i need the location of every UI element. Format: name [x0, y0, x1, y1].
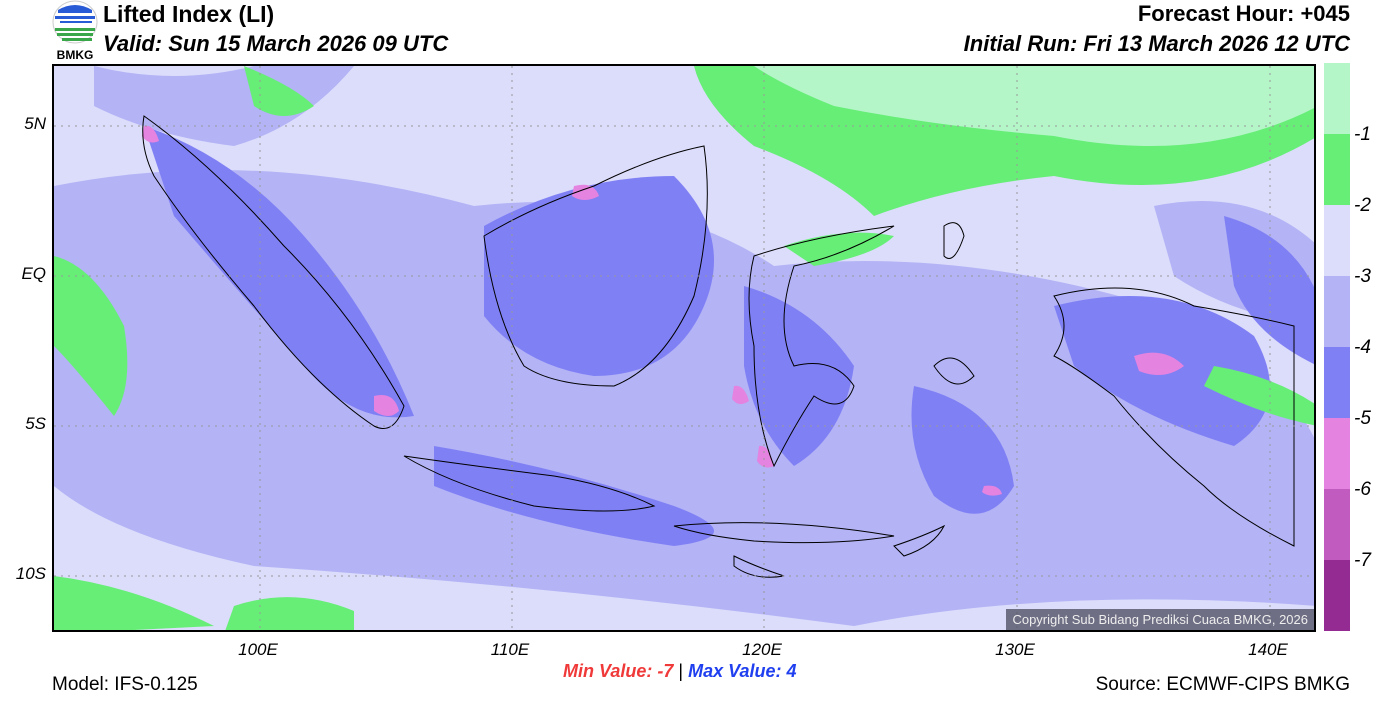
- colorbar-cell: [1324, 134, 1350, 205]
- lat-label-eq: EQ: [21, 264, 46, 283]
- colorbar-cell: [1324, 63, 1350, 134]
- colorbar-cell: [1324, 489, 1350, 560]
- lon-label-140e: 140E: [1248, 640, 1288, 659]
- initial-run: Initial Run: Fri 13 March 2026 12 UTC: [963, 31, 1350, 56]
- max-label: Max Value:: [688, 661, 782, 681]
- graticule: [54, 66, 1314, 630]
- max-value: 4: [786, 661, 797, 681]
- colorbar-label: -1: [1354, 124, 1371, 145]
- colorbar-label: -4: [1354, 337, 1371, 358]
- lon-label-100e: 100E: [238, 640, 278, 659]
- colorbar-label: -2: [1354, 195, 1371, 216]
- colorbar: [1324, 63, 1350, 631]
- map-title: Lifted Index (LI): [103, 1, 275, 27]
- svg-text:BMKG: BMKG: [57, 48, 94, 62]
- colorbar-cell: [1324, 205, 1350, 276]
- colorbar-cell: [1324, 347, 1350, 418]
- forecast-hour: Forecast Hour: +045: [1137, 1, 1350, 26]
- colorbar-label: -3: [1354, 266, 1371, 287]
- lifted-index-map: [52, 64, 1316, 632]
- lat-label-10s: 10S: [15, 564, 46, 583]
- lat-label-5s: 5S: [25, 414, 46, 433]
- coastlines: [142, 115, 1295, 578]
- li-field-very-strong: [142, 125, 1184, 496]
- model-name: Model: IFS-0.125: [52, 674, 198, 695]
- bmkg-logo: BMKG: [52, 0, 98, 62]
- valid-time: Valid: Sun 15 March 2026 09 UTC: [103, 31, 449, 56]
- colorbar-cell: [1324, 276, 1350, 347]
- li-field-strong: [144, 126, 1314, 546]
- colorbar-label: -5: [1354, 408, 1371, 429]
- min-max-values: Min Value: -7 | Max Value: 4: [563, 661, 797, 682]
- data-source: Source: ECMWF-CIPS BMKG: [1095, 674, 1350, 695]
- colorbar-label: -7: [1354, 550, 1371, 571]
- min-label: Min Value:: [563, 661, 653, 681]
- colorbar-cell: [1324, 560, 1350, 631]
- lat-label-5n: 5N: [24, 114, 46, 133]
- copyright-notice: Copyright Sub Bidang Prediksi Cuaca BMKG…: [1006, 609, 1314, 630]
- lon-label-110e: 110E: [490, 640, 530, 659]
- colorbar-label: -6: [1354, 479, 1371, 500]
- separator: |: [678, 661, 684, 681]
- lon-label-120e: 120E: [742, 640, 782, 659]
- colorbar-cell: [1324, 418, 1350, 489]
- min-value: -7: [657, 661, 674, 681]
- lon-label-130e: 130E: [995, 640, 1035, 659]
